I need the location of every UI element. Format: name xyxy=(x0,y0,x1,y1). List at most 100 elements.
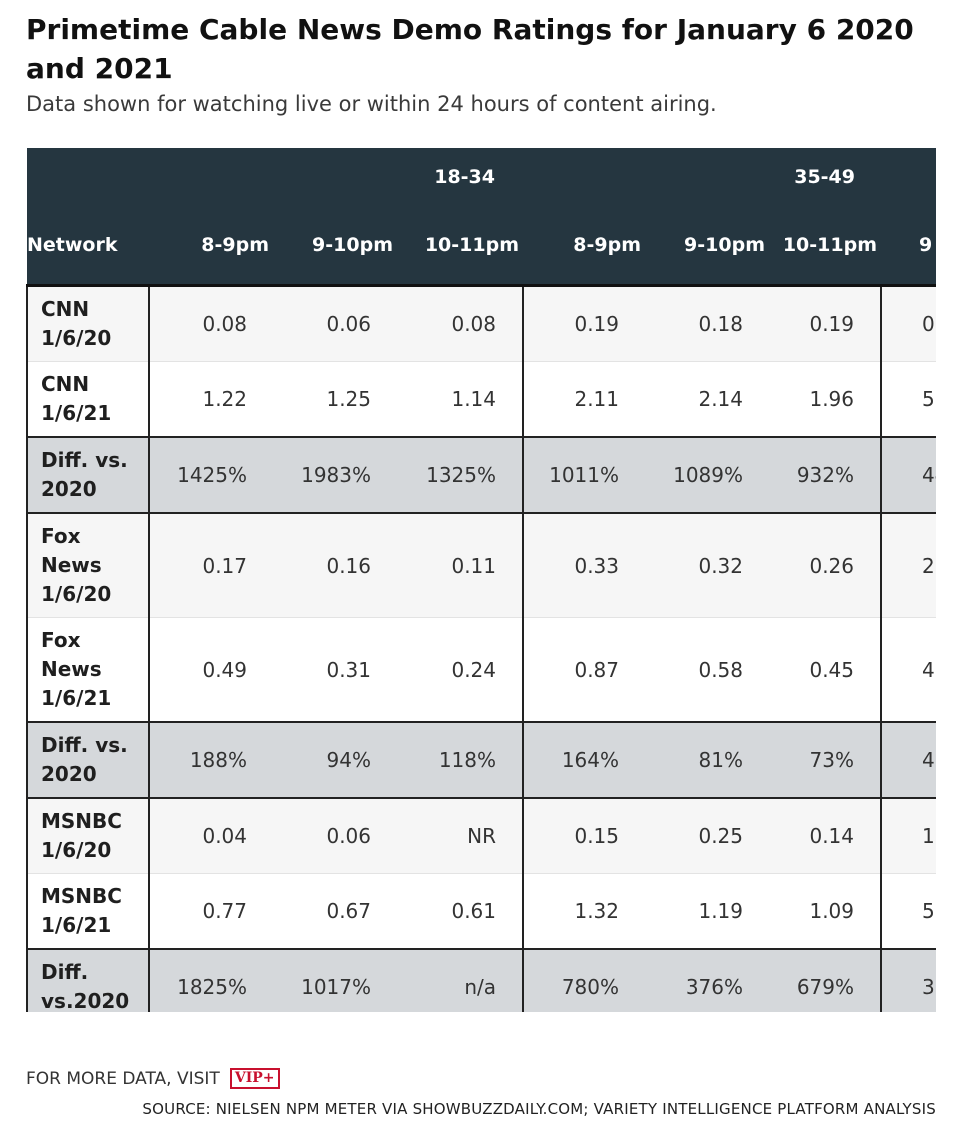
table-cell: 164% xyxy=(523,721,645,799)
table-cell: n/a xyxy=(397,948,524,1012)
column-header: 8-9pm xyxy=(149,206,273,286)
table-cell: 0.87 xyxy=(523,617,645,723)
source-note: SOURCE: NIELSEN NPM METER VIA SHOWBUZZDA… xyxy=(142,1100,936,1118)
table-cell: 0.06 xyxy=(273,285,397,362)
table-cell: 1 xyxy=(881,798,936,874)
table-cell: 0.33 xyxy=(523,513,645,618)
row-network-label: MSNBC 1/6/21 xyxy=(26,873,150,950)
table-cell: 1.19 xyxy=(645,873,769,950)
table-cell: 73% xyxy=(769,721,882,799)
table-cell: 0.19 xyxy=(523,285,645,362)
group-header-18-34: 18-34 xyxy=(397,148,523,206)
column-header: 8-9pm xyxy=(523,206,645,286)
table-cell: 1825% xyxy=(149,948,273,1012)
column-header-network: Network xyxy=(27,206,149,286)
table-cell: 0.45 xyxy=(769,617,882,723)
table-row: Diff. vs. 2020 188% 94% 118% 164% 81% 73% 4 xyxy=(26,721,936,799)
table-cell: 31 xyxy=(881,948,936,1012)
table-cell: 376% xyxy=(645,948,769,1012)
table-cell: 81% xyxy=(645,721,769,799)
table-cell: 4 xyxy=(881,721,936,799)
column-header: 10-11pm xyxy=(769,206,881,286)
column-header: 9-10pm xyxy=(645,206,769,286)
column-header: 10-11pm xyxy=(397,206,523,286)
table-cell: 0.16 xyxy=(273,513,397,618)
group-header-empty xyxy=(645,148,769,206)
row-network-label: CNN 1/6/20 xyxy=(26,285,150,362)
table-cell: 1983% xyxy=(273,436,397,514)
row-network-label: MSNBC 1/6/20 xyxy=(26,798,150,874)
more-data-line: FOR MORE DATA, VISIT VIP+ xyxy=(26,1068,280,1089)
table-cell: 1325% xyxy=(397,436,524,514)
table-cell: 94% xyxy=(273,721,397,799)
table-cell: 5 xyxy=(881,873,936,950)
group-header-empty xyxy=(27,148,149,206)
table-cell: 1017% xyxy=(273,948,397,1012)
vip-plus-logo[interactable]: VIP+ xyxy=(229,1068,280,1089)
column-header: 9-10pm xyxy=(273,206,397,286)
table-cell: 0.06 xyxy=(273,798,397,874)
group-header-empty xyxy=(881,148,936,206)
page-subtitle: Data shown for watching live or within 2… xyxy=(26,92,717,116)
table-cell: 1.25 xyxy=(273,361,397,438)
table-cell: 1.96 xyxy=(769,361,882,438)
table-cell: 1.14 xyxy=(397,361,524,438)
row-network-label: Fox News 1/6/21 xyxy=(26,617,150,723)
table-row: CNN 1/6/21 1.22 1.25 1.14 2.11 2.14 1.96 5 xyxy=(26,361,936,438)
table-cell: 0.25 xyxy=(645,798,769,874)
column-header-truncated: 9 xyxy=(881,206,936,286)
table-cell: 0.26 xyxy=(769,513,882,618)
table-cell: 0.58 xyxy=(645,617,769,723)
table-cell: 0.77 xyxy=(149,873,273,950)
table-row: Fox News 1/6/20 0.17 0.16 0.11 0.33 0.32 0.26 2 xyxy=(26,513,936,618)
table-cell: 0.24 xyxy=(397,617,524,723)
table-cell: 0.11 xyxy=(397,513,524,618)
table-cell: 1425% xyxy=(149,436,273,514)
table-cell: 0.17 xyxy=(149,513,273,618)
group-header-row: 18-34 35-49 xyxy=(27,148,936,206)
row-network-label: CNN 1/6/21 xyxy=(26,361,150,438)
page-title: Primetime Cable News Demo Ratings for Ja… xyxy=(26,13,914,85)
table-row: MSNBC 1/6/21 0.77 0.67 0.61 1.32 1.19 1.09 5 xyxy=(26,873,936,950)
table-row: Diff. vs. 2020 1425% 1983% 1325% 1011% 1089% 9… xyxy=(26,436,936,514)
group-header-35-49: 35-49 xyxy=(769,148,881,206)
table-cell: 2.14 xyxy=(645,361,769,438)
table-cell: 1089% xyxy=(645,436,769,514)
table-cell: 1.32 xyxy=(523,873,645,950)
ratings-table-container: 18-34 35-49 Network 8-9pm 9-10pm 10-11pm… xyxy=(26,148,936,1012)
table-cell: 188% xyxy=(149,721,273,799)
group-header-empty xyxy=(273,148,397,206)
table-cell: 0.61 xyxy=(397,873,524,950)
table-cell: 1011% xyxy=(523,436,645,514)
table-row: CNN 1/6/20 0.08 0.06 0.08 0.19 0.18 0.19 0 xyxy=(26,285,936,362)
table-body: CNN 1/6/20 0.08 0.06 0.08 0.19 0.18 0.19 0 CNN 1… xyxy=(26,285,936,1012)
table-cell: 118% xyxy=(397,721,524,799)
table-cell: 0.04 xyxy=(149,798,273,874)
table-cell: 44 xyxy=(881,436,936,514)
table-cell: 0.15 xyxy=(523,798,645,874)
table-cell: 0.08 xyxy=(149,285,273,362)
group-header-empty xyxy=(523,148,645,206)
table-cell: 679% xyxy=(769,948,882,1012)
table-cell: 0.19 xyxy=(769,285,882,362)
table-cell: 780% xyxy=(523,948,645,1012)
table-cell: 0.31 xyxy=(273,617,397,723)
table-cell: 0.49 xyxy=(149,617,273,723)
table-cell: 1.09 xyxy=(769,873,882,950)
table-cell: 0.08 xyxy=(397,285,524,362)
table-cell: 932% xyxy=(769,436,882,514)
row-network-label: Diff. vs.2020 xyxy=(26,948,150,1012)
table-cell: 0.32 xyxy=(645,513,769,618)
table-cell: 0.14 xyxy=(769,798,882,874)
table-cell: 0 xyxy=(881,285,936,362)
table-row: MSNBC 1/6/20 0.04 0.06 NR 0.15 0.25 0.14 1 xyxy=(26,798,936,874)
row-network-label: Diff. vs. 2020 xyxy=(26,721,150,799)
table-cell: 1.22 xyxy=(149,361,273,438)
table-cell: 2.11 xyxy=(523,361,645,438)
table-row: Fox News 1/6/21 0.49 0.31 0.24 0.87 0.58 0.45 4 xyxy=(26,617,936,723)
table-cell: 0.67 xyxy=(273,873,397,950)
group-header-empty xyxy=(149,148,273,206)
more-data-text: FOR MORE DATA, VISIT xyxy=(26,1068,220,1089)
table-cell: 5 xyxy=(881,361,936,438)
